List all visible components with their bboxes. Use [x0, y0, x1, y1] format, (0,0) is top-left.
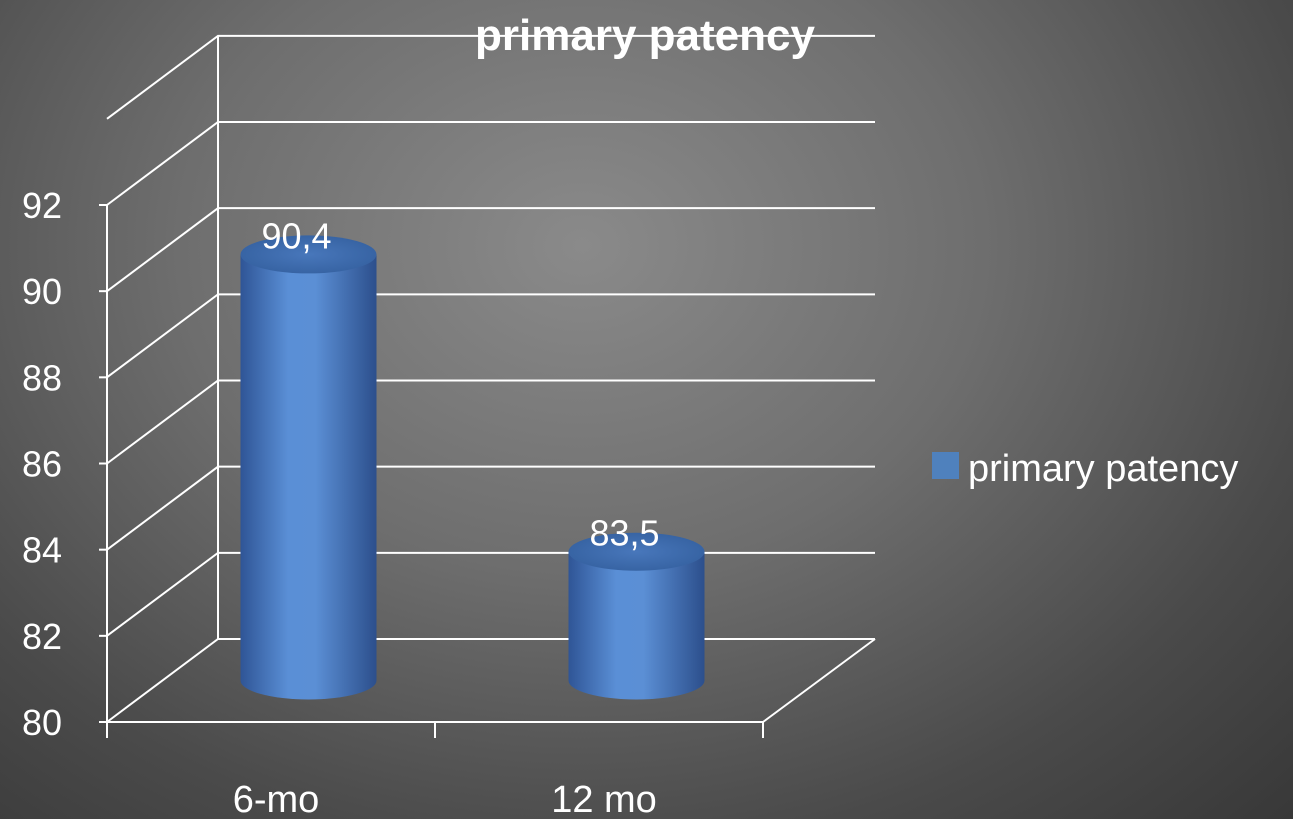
- x-tick-label: 6-mo: [233, 779, 320, 819]
- axes: [106, 35, 876, 723]
- y-tick-label: 86: [22, 444, 62, 485]
- data-labels: 90,4 83,5: [261, 215, 659, 553]
- x-axis-ticks: 6-mo 12 mo: [106, 722, 764, 819]
- legend-swatch: [932, 452, 959, 479]
- y-tick-label: 90: [22, 271, 62, 312]
- data-label: 90,4: [261, 215, 331, 256]
- gridline: [106, 293, 875, 379]
- x-tick-label: 12 mo: [551, 779, 657, 819]
- gridline: [106, 207, 875, 292]
- y-tick-label: 84: [22, 530, 62, 571]
- data-label: 83,5: [589, 513, 659, 554]
- bar: [568, 532, 705, 700]
- y-tick-label: 92: [22, 185, 62, 226]
- y-tick-label: 80: [22, 702, 62, 743]
- gridline: [106, 121, 875, 206]
- gridlines: [106, 34, 875, 723]
- bar: [240, 235, 377, 700]
- gridline: [106, 638, 875, 723]
- legend-label: primary patency: [968, 448, 1238, 490]
- bars: [240, 235, 705, 700]
- gridline: [106, 379, 875, 465]
- y-axis-ticks: 80 82 84 86 88 90 92: [22, 185, 107, 743]
- floor-edge: [762, 638, 876, 723]
- gridline: [106, 551, 875, 637]
- y-tick-label: 88: [22, 357, 62, 398]
- legend: primary patency: [932, 448, 1238, 490]
- gridline: [106, 465, 875, 551]
- y-tick-label: 82: [22, 616, 62, 657]
